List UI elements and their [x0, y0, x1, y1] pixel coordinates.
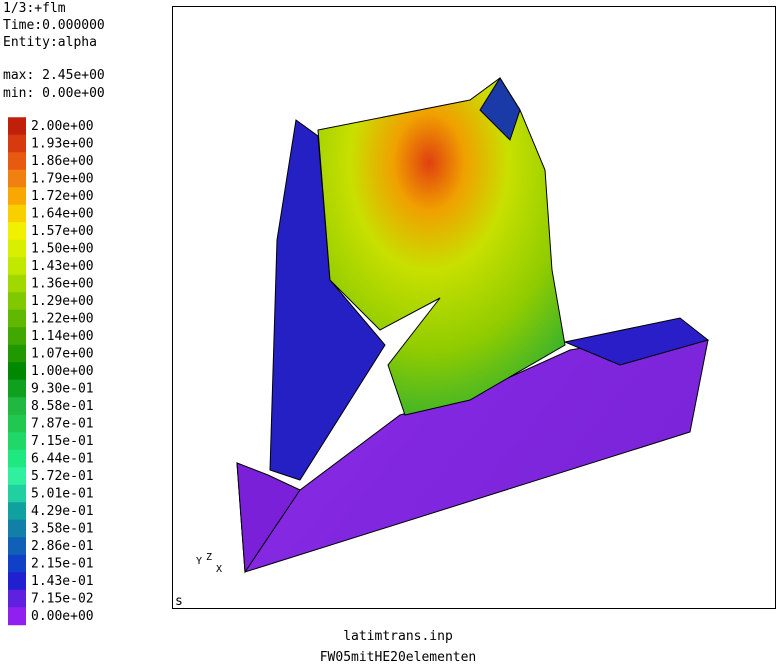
legend-swatch	[8, 362, 26, 381]
legend-swatch	[8, 379, 26, 398]
min-value: min: 0.00e+00	[3, 86, 105, 101]
legend-swatch	[8, 537, 26, 556]
legend-swatch	[8, 589, 26, 608]
legend-label: 6.44e-01	[31, 452, 94, 467]
legend-label: 1.07e+00	[31, 347, 94, 362]
legend-swatch	[8, 484, 26, 503]
file-name: latimtrans.inp	[343, 629, 453, 644]
triad-label: X	[216, 564, 222, 575]
legend-swatch	[8, 327, 26, 346]
legend-label: 2.15e-01	[31, 557, 94, 572]
legend-label: 1.43e-01	[31, 574, 94, 589]
legend-swatch	[8, 607, 26, 626]
legend-swatch	[8, 397, 26, 416]
legend-label: 9.30e-01	[31, 382, 94, 397]
legend-swatch	[8, 239, 26, 258]
legend-label: 2.00e+00	[31, 119, 94, 134]
legend-label: 4.29e-01	[31, 504, 94, 519]
legend-swatch	[8, 169, 26, 188]
legend-label: 1.79e+00	[31, 172, 94, 187]
triad-label: Y	[196, 556, 202, 567]
legend-swatch	[8, 432, 26, 451]
legend-label: 1.50e+00	[31, 242, 94, 257]
legend-swatch	[8, 117, 26, 136]
legend-swatch	[8, 134, 26, 153]
legend-swatch	[8, 257, 26, 276]
legend-label: 5.01e-01	[31, 487, 94, 502]
legend-label: 1.57e+00	[31, 224, 94, 239]
legend-label: 1.29e+00	[31, 294, 94, 309]
legend-label: 1.72e+00	[31, 189, 94, 204]
info-line: 1/3:+flm	[3, 1, 66, 16]
legend-swatch	[8, 292, 26, 311]
triad-label: Z	[206, 552, 212, 563]
legend-label: 7.15e-02	[31, 592, 94, 607]
legend-label: 1.93e+00	[31, 137, 94, 152]
legend-swatch	[8, 309, 26, 328]
legend-label: 3.58e-01	[31, 522, 94, 537]
legend-swatch	[8, 344, 26, 363]
legend-label: 1.00e+00	[31, 364, 94, 379]
legend-swatch	[8, 187, 26, 206]
legend-label: 1.36e+00	[31, 277, 94, 292]
legend-label: 8.58e-01	[31, 399, 94, 414]
max-value: max: 2.45e+00	[3, 68, 105, 83]
legend-swatch	[8, 554, 26, 573]
legend-label: 2.86e-01	[31, 539, 94, 554]
model-name: FW05mitHE20elementen	[320, 650, 477, 665]
legend-label: 1.64e+00	[31, 207, 94, 222]
legend-label: 1.86e+00	[31, 154, 94, 169]
legend-label: 1.22e+00	[31, 312, 94, 327]
legend-swatch	[8, 502, 26, 521]
legend-swatch	[8, 152, 26, 171]
info-line: Entity:alpha	[3, 35, 97, 50]
legend-label: 1.14e+00	[31, 329, 94, 344]
legend-label: 5.72e-01	[31, 469, 94, 484]
legend-label: 7.15e-01	[31, 434, 94, 449]
legend-swatch	[8, 222, 26, 241]
legend-swatch	[8, 572, 26, 591]
model	[236, 77, 710, 574]
info-line: Time:0.000000	[3, 18, 105, 33]
legend-swatch	[8, 274, 26, 293]
legend-label: 7.87e-01	[31, 417, 94, 432]
legend-swatch	[8, 414, 26, 433]
legend-swatch	[8, 204, 26, 223]
legend-swatch	[8, 467, 26, 486]
color-legend: 2.00e+00 1.93e+00 1.86e+00 1.79e+00 1.72e+00…	[8, 117, 94, 626]
corner-label: s	[175, 594, 183, 609]
legend-label: 0.00e+00	[31, 609, 94, 624]
legend-label: 1.43e+00	[31, 259, 94, 274]
legend-swatch	[8, 449, 26, 468]
legend-swatch	[8, 519, 26, 538]
